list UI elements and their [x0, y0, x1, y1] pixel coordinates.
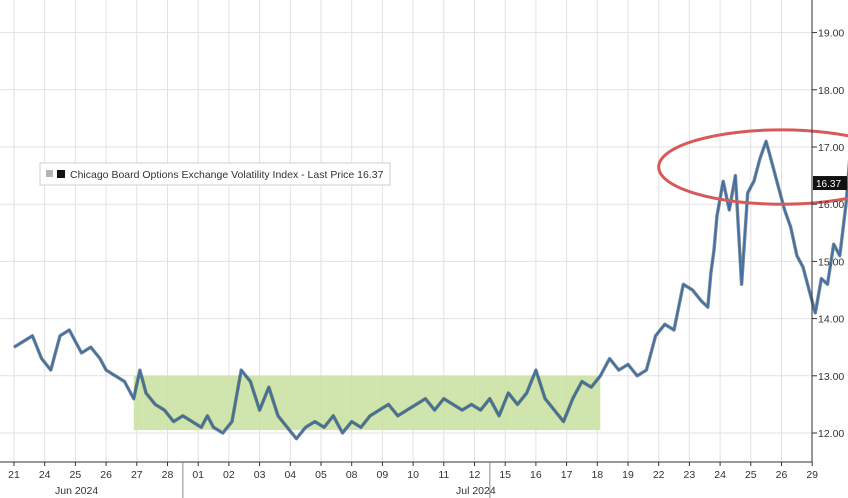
x-tick-label: 08	[346, 469, 358, 481]
x-tick-label: 10	[407, 469, 419, 481]
x-tick-label: 26	[776, 469, 788, 481]
x-tick-label: 11	[438, 469, 449, 481]
last-price-label: 16.37	[816, 179, 841, 190]
x-tick-label: 05	[315, 469, 327, 481]
y-tick-label: 15.00	[818, 256, 844, 268]
x-tick-label: 23	[684, 469, 696, 481]
x-tick-label: 21	[8, 469, 20, 481]
x-tick-label: 24	[714, 469, 726, 481]
x-tick-label: 16	[530, 469, 542, 481]
series-layer	[13, 139, 848, 441]
y-tick-label: 13.00	[818, 371, 844, 383]
legend-label: Chicago Board Options Exchange Volatilit…	[70, 169, 384, 181]
highlight-ellipse	[657, 128, 848, 206]
x-tick-label: 12	[469, 469, 481, 481]
x-tick-label: 27	[131, 469, 143, 481]
x-tick-label: 17	[561, 469, 573, 481]
month-label: Jul 2024	[456, 485, 496, 497]
series-line	[13, 140, 848, 440]
legend-swatch	[57, 170, 65, 178]
legend: Chicago Board Options Exchange Volatilit…	[39, 162, 391, 186]
x-tick-label: 26	[100, 469, 112, 481]
last-price-tag	[813, 176, 847, 191]
x-tick-label: 01	[192, 469, 204, 481]
y-tick-label: 12.00	[818, 428, 844, 440]
x-tick-label: 25	[745, 469, 757, 481]
x-tick-label: 15	[499, 469, 511, 481]
x-tick-label: 24	[39, 469, 51, 481]
x-tick-label: 02	[223, 469, 235, 481]
legend-swatch-back	[46, 170, 53, 177]
y-tick-label: 14.00	[818, 314, 844, 326]
ellipse-layer	[657, 128, 848, 206]
x-tick-label: 28	[162, 469, 174, 481]
y-tick-label: 17.00	[818, 142, 844, 154]
x-tick-label: 22	[653, 469, 665, 481]
x-tick-label: 19	[622, 469, 634, 481]
legend-box	[39, 162, 391, 186]
month-label: Jun 2024	[55, 485, 98, 497]
x-tick-label: 03	[254, 469, 266, 481]
y-tick-label: 18.00	[818, 85, 844, 97]
x-tick-label: 09	[377, 469, 389, 481]
x-tick-label: 18	[591, 469, 603, 481]
y-tick-label: 19.00	[818, 28, 844, 40]
x-tick-label: 29	[806, 469, 818, 481]
y-tick-label: 16.00	[818, 199, 844, 211]
x-tick-label: 04	[284, 469, 296, 481]
x-tick-label: 25	[70, 469, 82, 481]
